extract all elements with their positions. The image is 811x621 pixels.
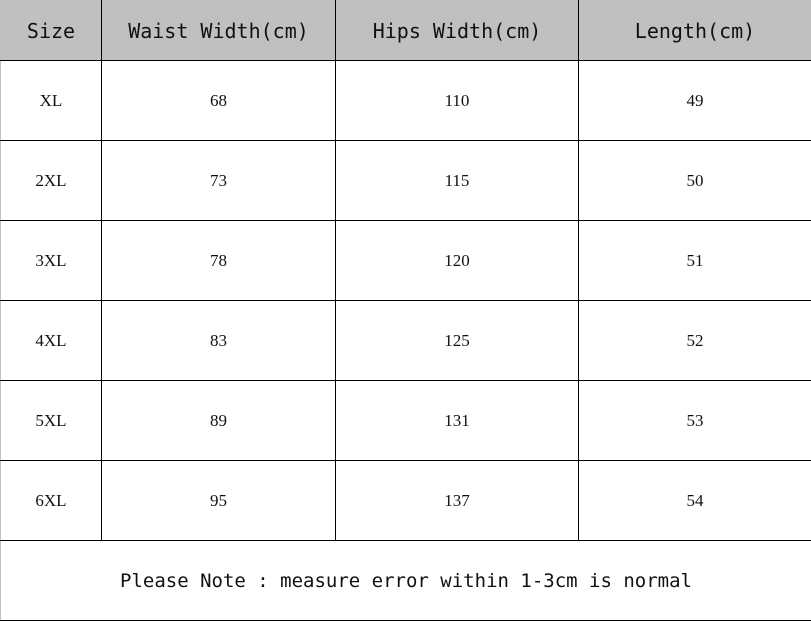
header-waist-width: Waist Width(cm): [101, 0, 336, 61]
cell-size: 5XL: [0, 380, 102, 461]
cell-length: 54: [578, 460, 811, 541]
cell-size: 2XL: [0, 140, 102, 221]
cell-length: 53: [578, 380, 811, 461]
cell-hips-width: 125: [335, 300, 579, 381]
note-row: Please Note : measure error within 1-3cm…: [0, 540, 811, 621]
cell-length: 52: [578, 300, 811, 381]
header-size: Size: [0, 0, 102, 61]
table-row: 3XL 78 120 51: [0, 220, 811, 301]
cell-waist-width: 95: [101, 460, 336, 541]
cell-waist-width: 73: [101, 140, 336, 221]
cell-length: 51: [578, 220, 811, 301]
header-hips-width: Hips Width(cm): [335, 0, 579, 61]
cell-size: XL: [0, 60, 102, 141]
cell-length: 49: [578, 60, 811, 141]
cell-length: 50: [578, 140, 811, 221]
cell-waist-width: 68: [101, 60, 336, 141]
table-row: 5XL 89 131 53: [0, 380, 811, 461]
header-length: Length(cm): [578, 0, 811, 61]
cell-size: 4XL: [0, 300, 102, 381]
cell-size: 3XL: [0, 220, 102, 301]
table-row: XL 68 110 49: [0, 60, 811, 141]
cell-hips-width: 131: [335, 380, 579, 461]
table-row: 4XL 83 125 52: [0, 300, 811, 381]
cell-hips-width: 120: [335, 220, 579, 301]
cell-size: 6XL: [0, 460, 102, 541]
cell-waist-width: 89: [101, 380, 336, 461]
cell-waist-width: 78: [101, 220, 336, 301]
cell-hips-width: 110: [335, 60, 579, 141]
header-row: Size Waist Width(cm) Hips Width(cm) Leng…: [0, 0, 811, 61]
cell-hips-width: 115: [335, 140, 579, 221]
cell-hips-width: 137: [335, 460, 579, 541]
table-row: 6XL 95 137 54: [0, 460, 811, 541]
cell-waist-width: 83: [101, 300, 336, 381]
table-row: 2XL 73 115 50: [0, 140, 811, 221]
measure-note: Please Note : measure error within 1-3cm…: [0, 540, 811, 621]
